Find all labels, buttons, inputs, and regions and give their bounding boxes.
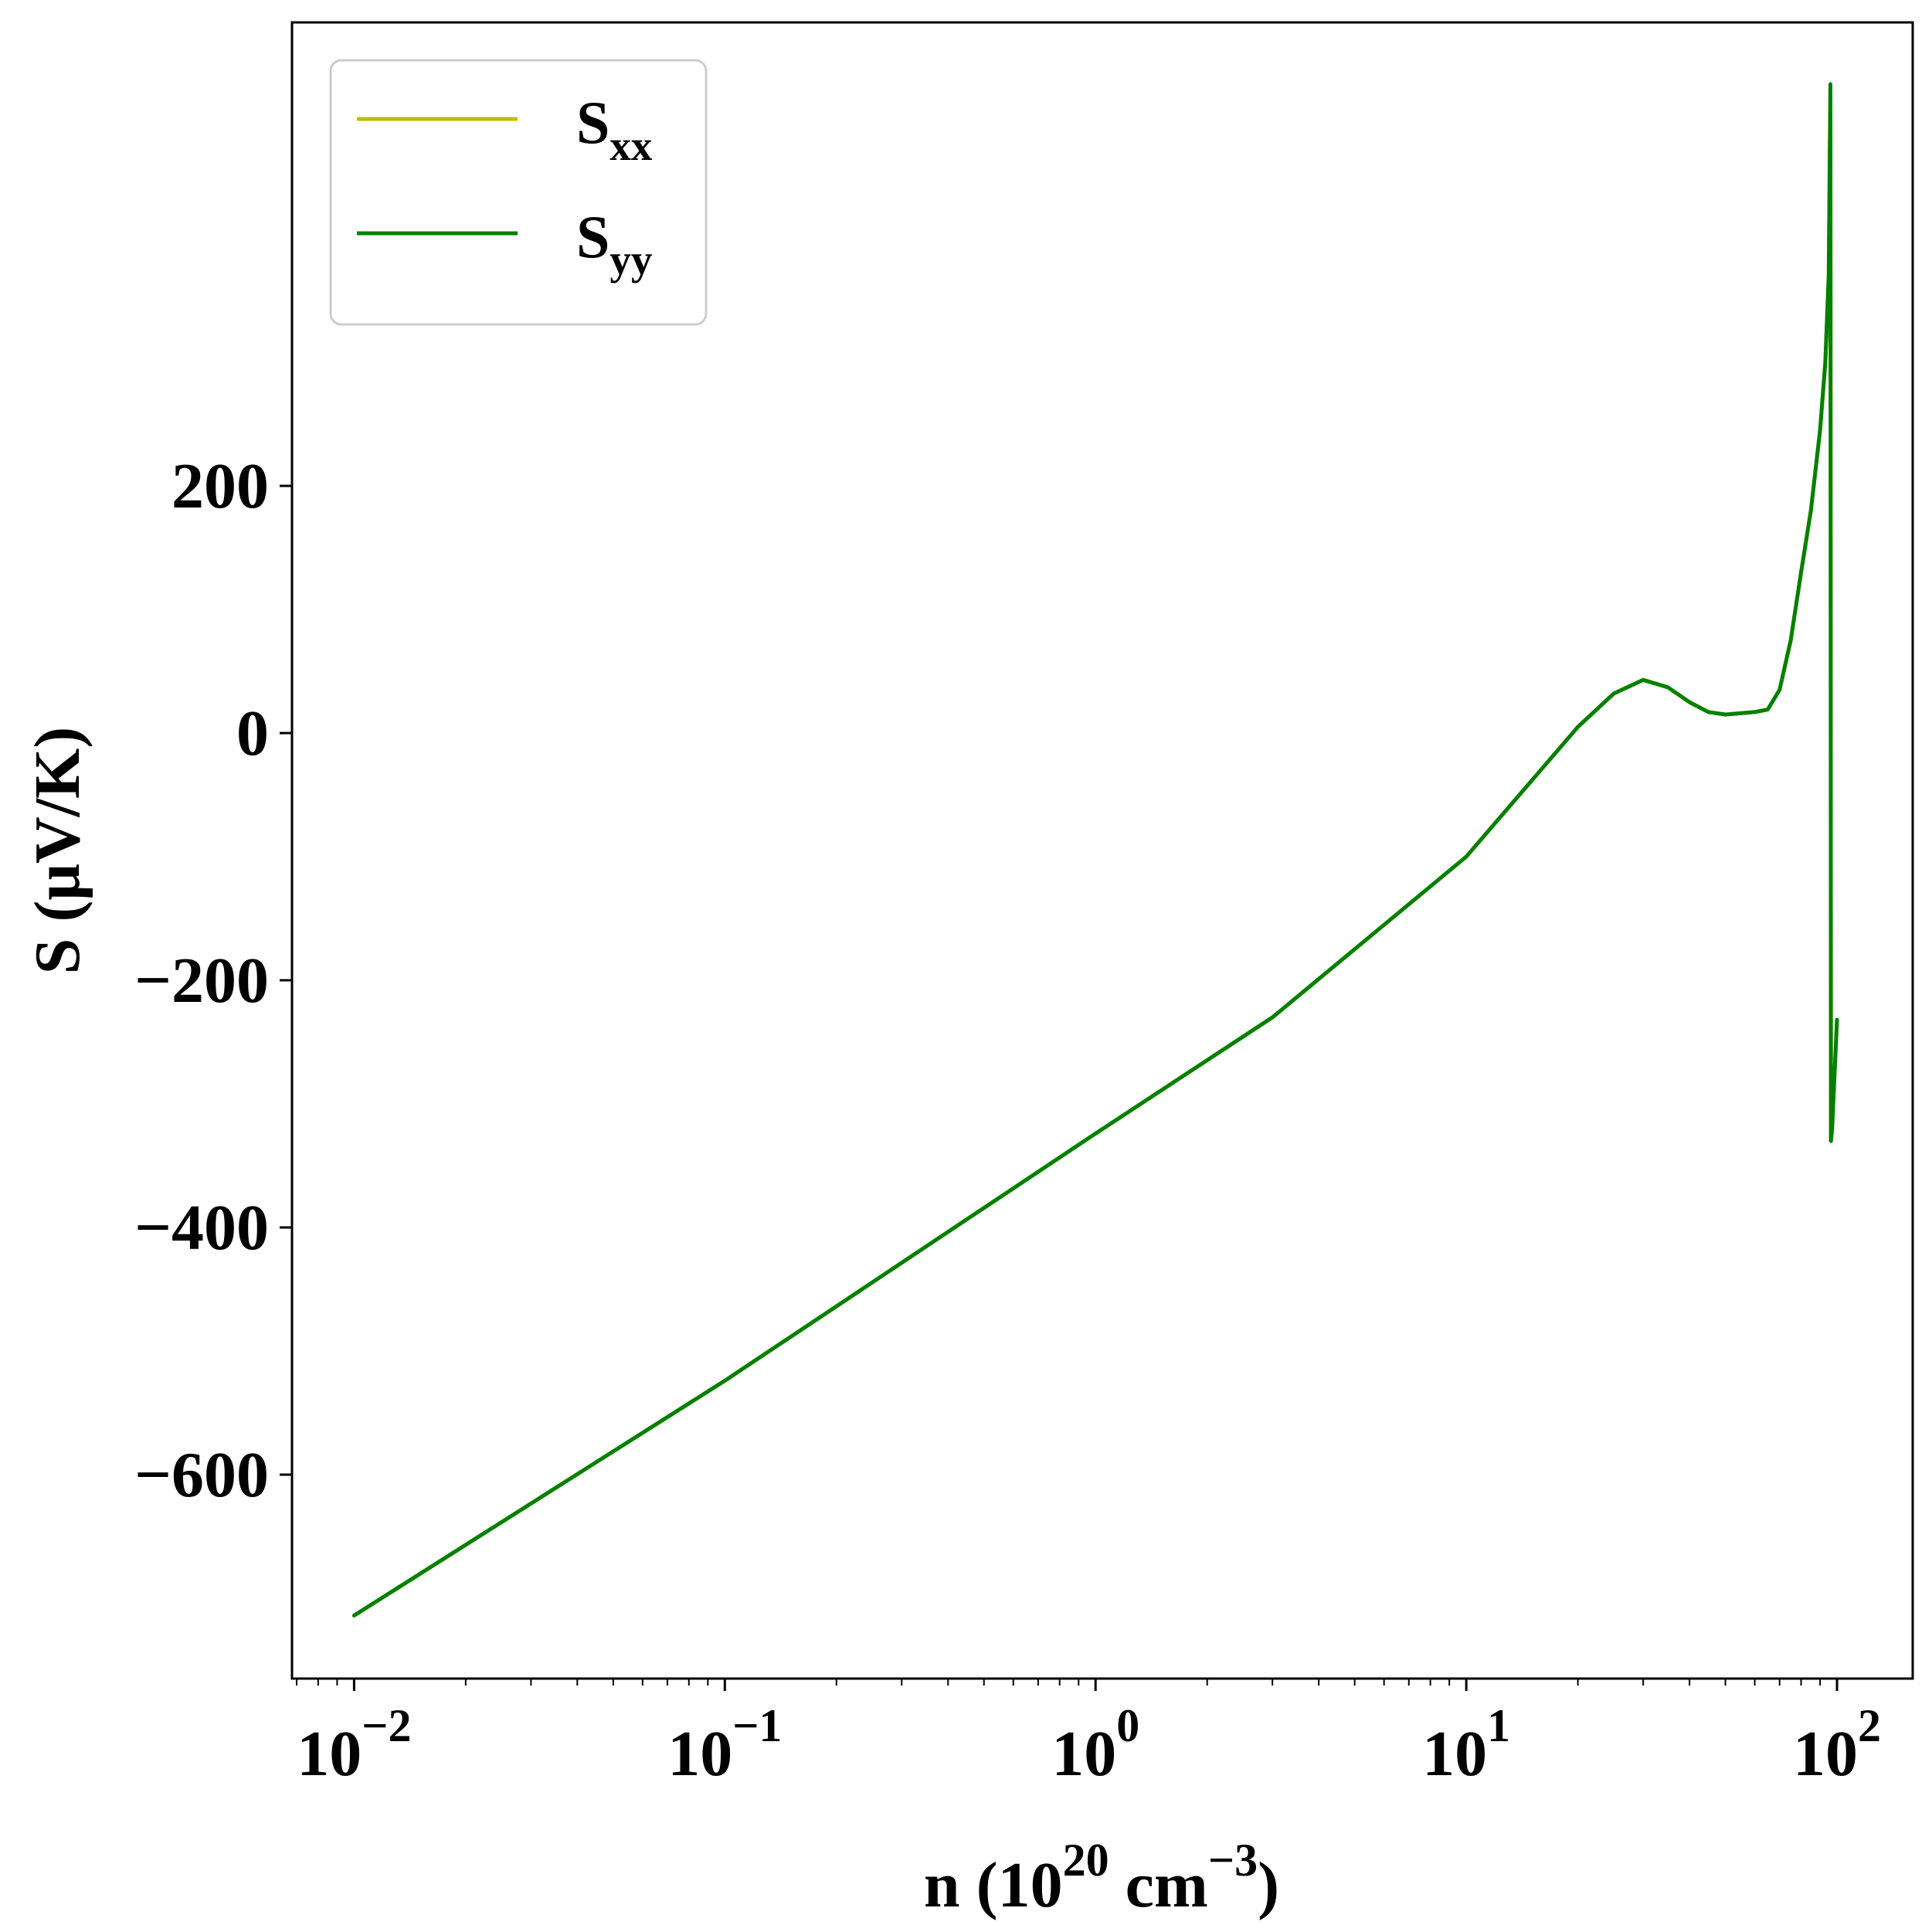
x-tick-label: 102	[1793, 1700, 1881, 1790]
legend-box	[329, 59, 708, 326]
y-tick-label: −200	[134, 945, 269, 1017]
y-tick-label: −400	[134, 1192, 269, 1264]
plot-frame	[290, 21, 1914, 1680]
y-tick-label: 0	[236, 698, 269, 769]
x-tick-label: 101	[1422, 1700, 1510, 1790]
x-tick-label: 10−1	[667, 1700, 782, 1790]
y-tick-label: 200	[171, 450, 269, 522]
series-layer	[351, 82, 1839, 1618]
x-tick-label: 100	[1051, 1700, 1139, 1790]
x-axis-ticks: 10−2 10−1 100 101 102	[296, 1679, 1881, 1790]
y-axis-label: S (μV/K)	[22, 727, 93, 975]
legend-label-syy: Syy	[576, 203, 652, 283]
y-axis-ticks: −600 −400 −200 0 200	[134, 450, 292, 1511]
x-axis-label: n (1020 cm−3)	[924, 1835, 1279, 1921]
y-tick-label: −600	[134, 1439, 269, 1511]
legend-label-sxx: Sxx	[576, 89, 653, 169]
x-tick-label: 10−2	[297, 1700, 411, 1790]
series-line-syy	[351, 82, 1839, 1618]
legend: Sxx Syy	[329, 59, 708, 326]
